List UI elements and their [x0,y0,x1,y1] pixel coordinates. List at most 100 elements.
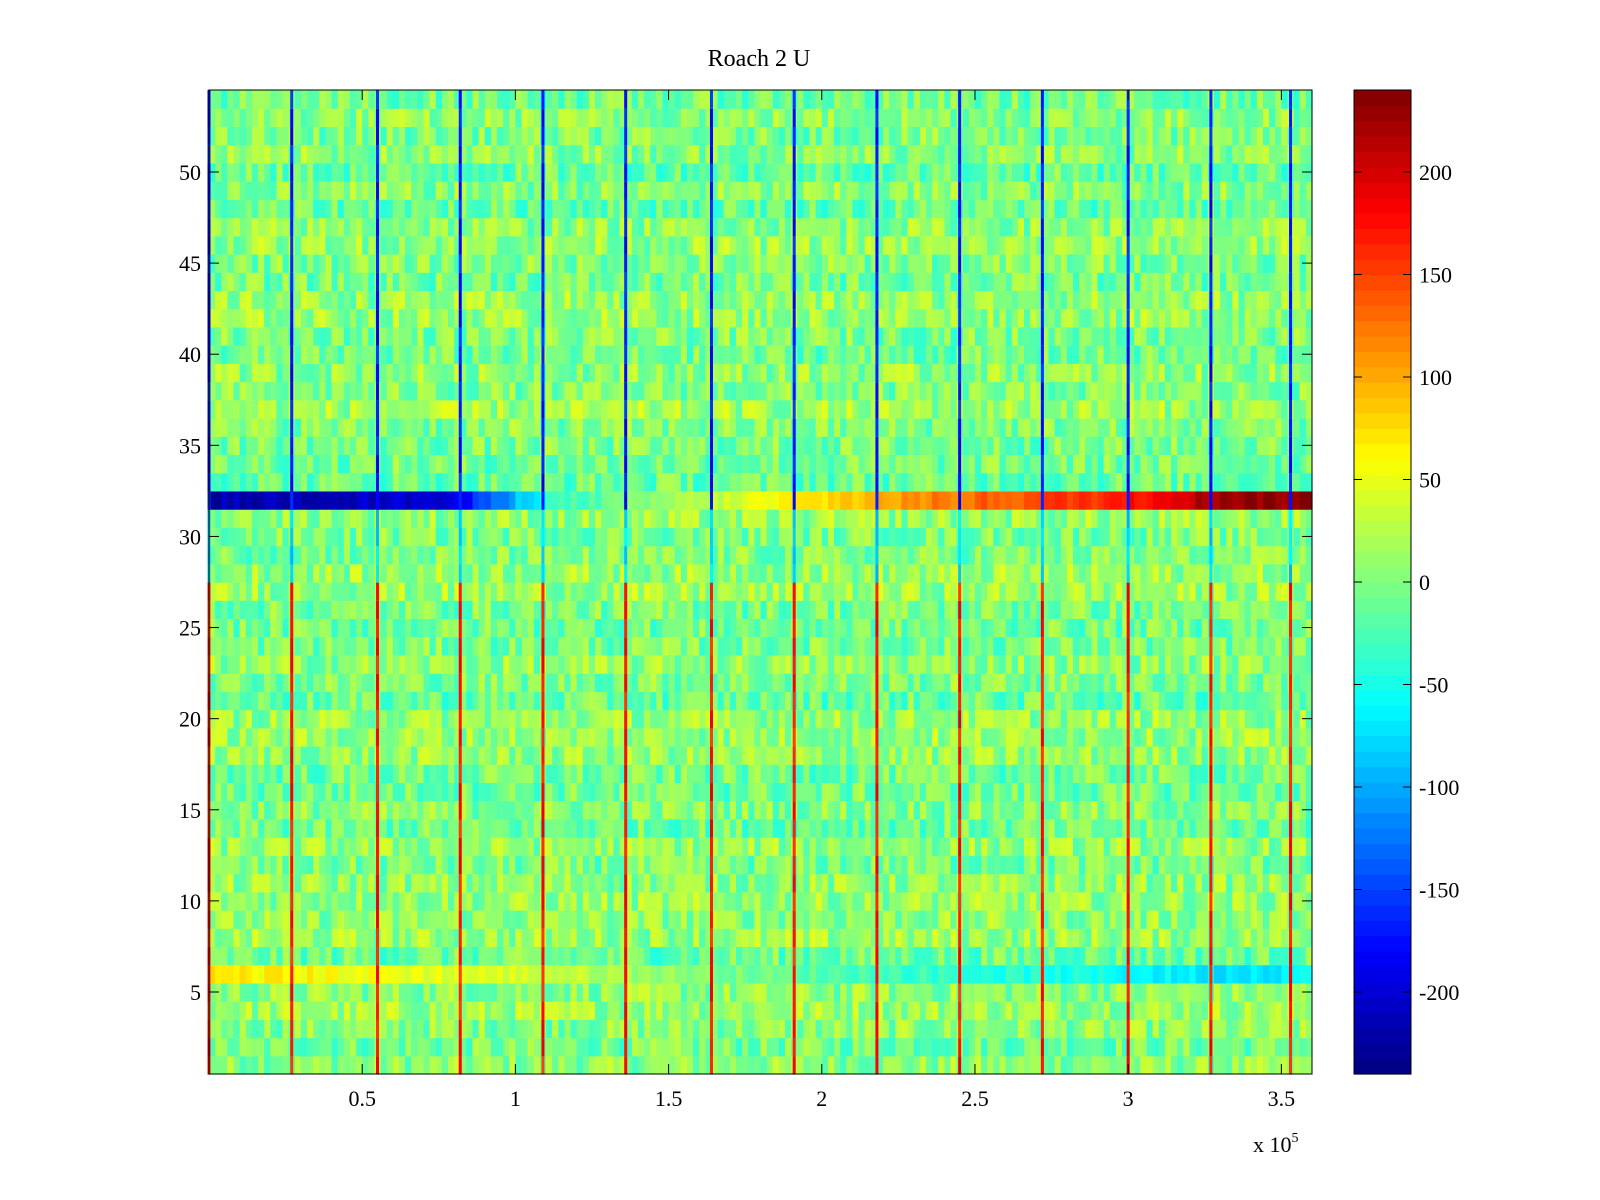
heatmap-cell [258,910,265,929]
heatmap-cell [460,691,467,711]
heatmap-cell [656,910,664,929]
heatmap-cell [251,691,259,711]
heatmap-cell [827,654,835,674]
heatmap-cell [711,800,719,820]
heatmap-cell [509,964,516,984]
spike-line-segment [541,1037,545,1057]
heatmap-cell [1177,673,1184,692]
heatmap-cell [827,964,835,984]
heatmap-cell [503,928,510,948]
heatmap-cell [864,764,872,784]
heatmap-cell [674,673,682,692]
heatmap-cell [503,837,510,856]
heatmap-cell [889,709,896,729]
heatmap-cell [564,818,572,838]
heatmap-cell [503,709,510,729]
heatmap-cell [1048,600,1056,620]
heatmap-cell [282,691,290,711]
heatmap-cell [1109,746,1117,765]
heatmap-cell [362,691,369,711]
heatmap-cell [1305,818,1313,838]
heatmap-cell [686,673,694,692]
heatmap-cell [405,600,412,620]
heatmap-cell [466,1001,474,1020]
heatmap-cell [423,1037,431,1057]
heatmap-cell [454,727,461,747]
heatmap-cell [1115,746,1123,765]
heatmap-cell [466,1019,474,1039]
heatmap-cell [239,928,247,948]
heatmap-cell [1226,618,1233,638]
heatmap-cell [1293,873,1301,893]
heatmap-cell [607,764,615,784]
heatmap-cell [558,964,566,984]
heatmap-cell [907,946,915,966]
heatmap-cell [705,673,713,692]
heatmap-cell [386,600,394,620]
heatmap-cell [1060,600,1068,620]
heatmap-cell [1005,1019,1013,1039]
heatmap-cell [515,600,523,620]
heatmap-cell [521,1001,529,1020]
heatmap-cell [546,982,553,1002]
heatmap-cell [1042,618,1050,638]
heatmap-cell [619,600,627,620]
heatmap-cell [876,891,884,911]
spike-line-segment [290,654,294,674]
heatmap-cell [497,1001,504,1020]
spike-line-segment [1040,727,1044,747]
heatmap-cell [435,837,443,856]
heatmap-cell [411,1055,418,1075]
heatmap-cell [944,1037,952,1057]
heatmap-cell [1079,891,1086,911]
heatmap-cell [674,764,682,784]
heatmap-cell [1195,800,1203,820]
heatmap-cell [686,818,694,838]
heatmap-cell [221,873,228,893]
heatmap-cell [270,654,278,674]
heatmap-cell [1017,1001,1025,1020]
heatmap-cell [974,600,982,620]
heatmap-cell [1042,891,1050,911]
heatmap-cell [754,600,762,620]
heatmap-cell [876,673,884,692]
heatmap-cell [870,946,878,966]
heatmap-cell [827,800,835,820]
heatmap-cell [1305,1001,1313,1020]
heatmap-cell [1146,673,1154,692]
heatmap-cell [1079,855,1086,875]
heatmap-cell [423,764,431,784]
heatmap-cell [852,855,860,875]
heatmap-cell [227,1001,235,1020]
heatmap-cell [981,654,988,674]
heatmap-cell [521,800,529,820]
spike-line-segment [541,1019,545,1039]
heatmap-cell [772,946,780,966]
heatmap-cell [429,1055,437,1075]
spike-line-segment [792,964,796,984]
heatmap-cell [466,691,474,711]
heatmap-cell [1097,727,1105,747]
heatmap-cell [754,764,762,784]
spike-line-segment [958,654,962,674]
heatmap-cell [325,964,333,984]
heatmap-cell [221,837,228,856]
heatmap-cell [1023,746,1031,765]
heatmap-cell [723,691,731,711]
heatmap-cell [441,673,449,692]
heatmap-cell [1177,618,1184,638]
heatmap-cell [368,600,376,620]
heatmap-cell [515,636,523,656]
heatmap-cell [1201,910,1209,929]
heatmap-cell [766,873,774,893]
heatmap-cell [834,1001,841,1020]
heatmap-cell [693,727,700,747]
heatmap-cell [1293,1001,1301,1020]
heatmap-cell [1060,982,1068,1002]
heatmap-cell [356,782,363,802]
heatmap-cell [294,1037,302,1057]
heatmap-cell [331,709,339,729]
heatmap-cell [1244,618,1252,638]
heatmap-cell [693,873,700,893]
heatmap-cell [631,800,639,820]
